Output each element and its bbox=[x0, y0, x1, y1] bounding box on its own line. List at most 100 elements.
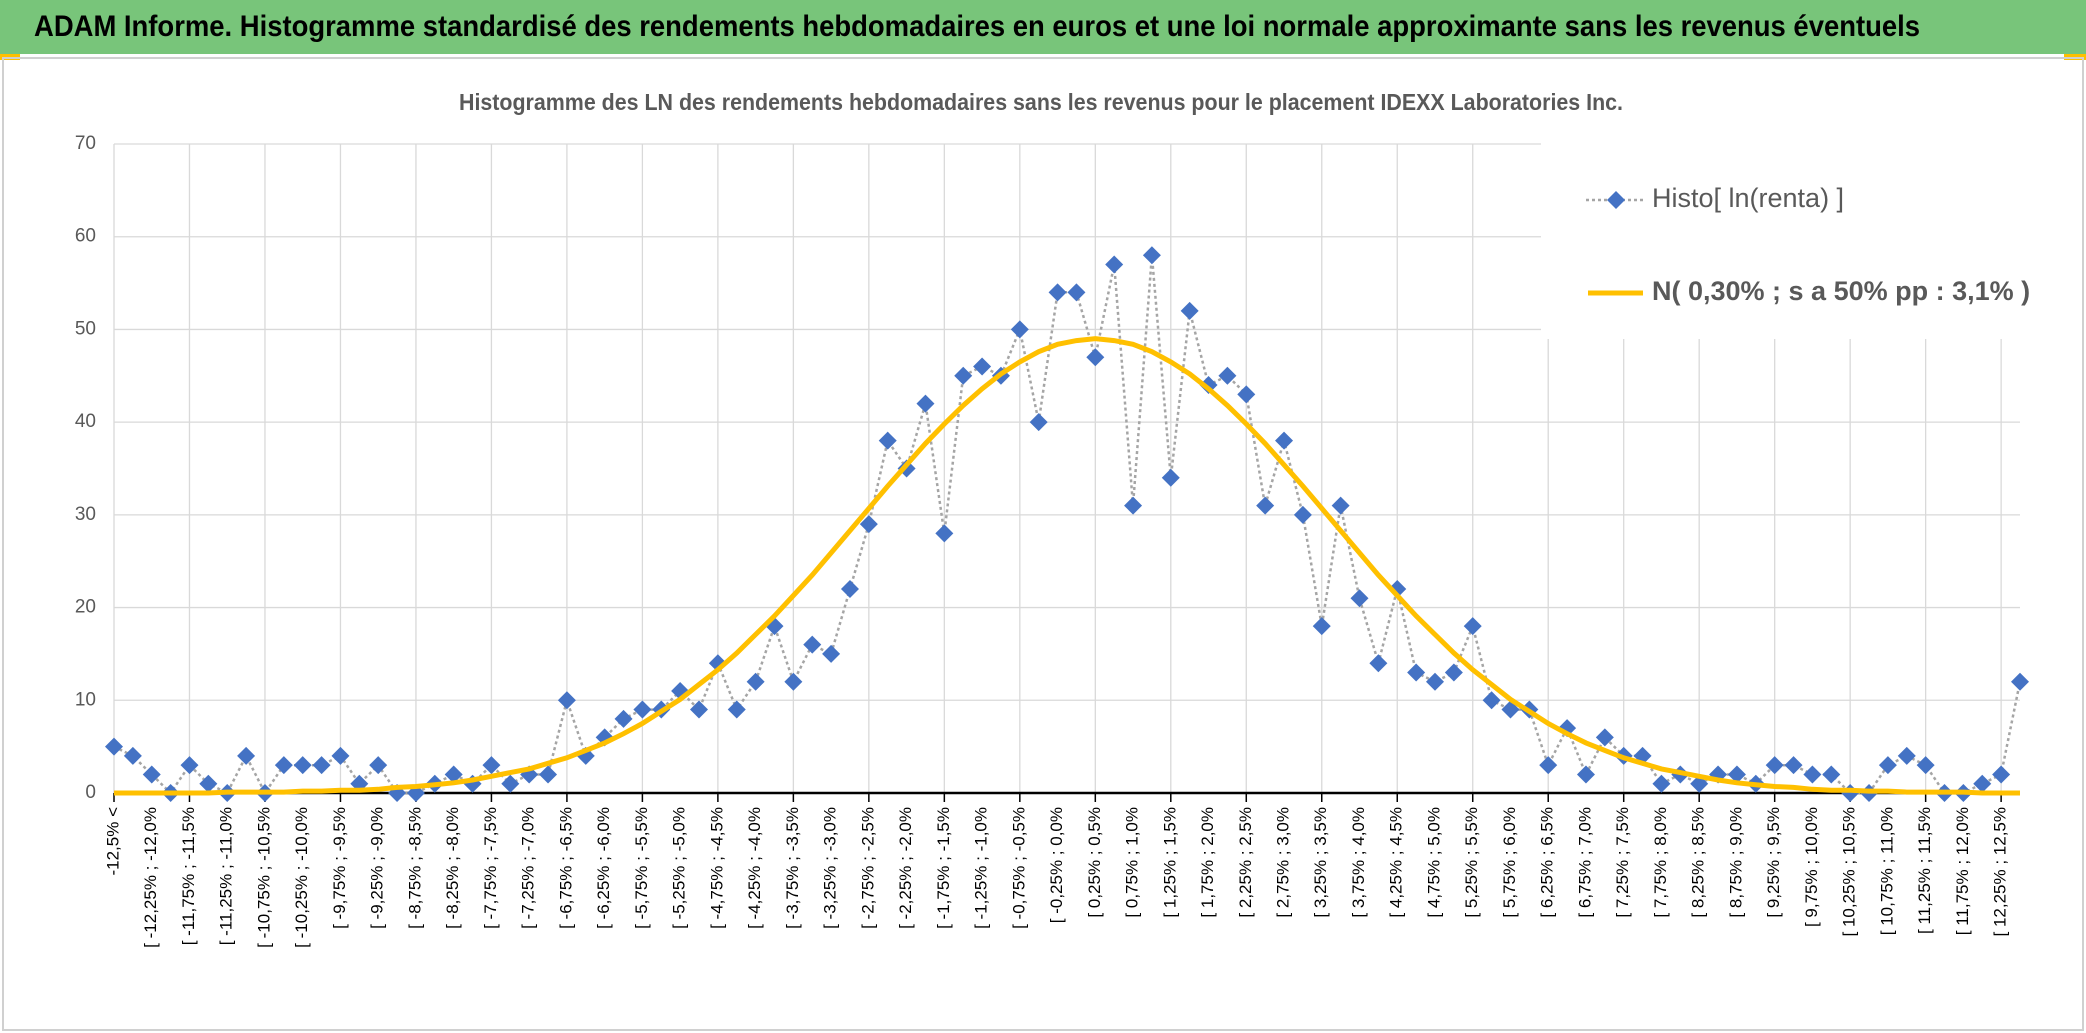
x-tick-label: [ 12,25% ; 12,5% bbox=[1991, 807, 2010, 936]
diamond-marker bbox=[369, 756, 388, 775]
x-tick-label: [ 10,25% ; 10,5% bbox=[1840, 807, 1859, 936]
x-tick-label: [ 7,25% ; 7,5% bbox=[1613, 807, 1632, 918]
x-tick-label: [ 11,25% ; 11,5% bbox=[1915, 807, 1934, 934]
diamond-marker bbox=[1161, 468, 1180, 487]
x-tick-label: [ 3,75% ; 4,0% bbox=[1349, 807, 1368, 918]
x-tick-label: [ -11,75% ; -11,5% bbox=[179, 807, 198, 945]
page-title: ADAM Informe. Histogramme standardisé de… bbox=[34, 10, 1920, 43]
x-tick-label: [ -10,75% ; -10,5% bbox=[254, 807, 273, 948]
diamond-marker bbox=[859, 515, 878, 534]
x-tick-label: [ -6,25% ; -6,0% bbox=[594, 807, 613, 929]
diamond-marker bbox=[633, 700, 652, 719]
y-tick-label: 0 bbox=[85, 782, 96, 803]
x-tick-label: [ 2,75% ; 3,0% bbox=[1274, 807, 1293, 918]
diamond-marker bbox=[1482, 691, 1501, 710]
x-tick-label: [ 6,75% ; 7,0% bbox=[1575, 807, 1594, 918]
diamond-marker bbox=[1124, 496, 1143, 515]
y-tick-label: 70 bbox=[75, 133, 96, 154]
diamond-marker bbox=[482, 756, 501, 775]
x-tick-label: -12,5% < bbox=[103, 807, 122, 876]
diamond-marker bbox=[1407, 663, 1426, 682]
diamond-marker bbox=[1293, 505, 1312, 524]
diamond-marker bbox=[1105, 255, 1124, 274]
diamond-marker bbox=[973, 357, 992, 376]
diamond-marker bbox=[1142, 246, 1161, 265]
diamond-marker bbox=[293, 756, 312, 775]
x-tick-label: [ 8,75% ; 9,0% bbox=[1726, 807, 1745, 918]
y-tick-label: 40 bbox=[75, 411, 96, 432]
diamond-marker bbox=[331, 746, 350, 765]
legend-box bbox=[1541, 140, 2020, 339]
diamond-marker bbox=[1878, 756, 1897, 775]
series-line bbox=[113, 255, 2022, 796]
diamond-marker bbox=[1652, 774, 1671, 793]
x-tick-label: [ -3,75% ; -3,5% bbox=[783, 807, 802, 929]
diamond-marker bbox=[501, 774, 520, 793]
diamond-marker bbox=[1086, 348, 1105, 367]
x-tick-label: [ 4,25% ; 4,5% bbox=[1387, 807, 1406, 918]
x-tick-label: [ -10,25% ; -10,0% bbox=[292, 807, 311, 948]
diamond-marker bbox=[1350, 589, 1369, 608]
x-tick-label: [ -4,25% ; -4,0% bbox=[745, 807, 764, 929]
diamond-marker bbox=[105, 737, 123, 756]
diamond-marker bbox=[1218, 366, 1237, 385]
diamond-marker bbox=[444, 765, 463, 784]
x-tick-label: [ -6,75% ; -6,5% bbox=[556, 807, 575, 929]
diamond-marker bbox=[746, 672, 765, 691]
x-tick-label: [ -2,75% ; -2,5% bbox=[858, 807, 877, 929]
x-tick-label: [ -1,25% ; -1,0% bbox=[972, 807, 991, 929]
diamond-marker bbox=[1369, 654, 1388, 673]
legend-marker bbox=[1607, 191, 1625, 209]
diamond-marker bbox=[1463, 617, 1482, 636]
diamond-marker bbox=[1048, 283, 1067, 302]
legend-label: N( 0,30% ; s a 50% pp : 3,1% ) bbox=[1652, 276, 2030, 306]
diamond-marker bbox=[180, 756, 199, 775]
diamond-marker bbox=[1765, 756, 1784, 775]
y-tick-label: 10 bbox=[75, 689, 96, 710]
x-tick-label: [ 1,75% ; 2,0% bbox=[1198, 807, 1217, 918]
diamond-marker bbox=[557, 691, 576, 710]
diamond-marker bbox=[1727, 765, 1746, 784]
diamond-marker bbox=[840, 580, 859, 599]
y-tick-label: 60 bbox=[75, 226, 96, 247]
header-bar bbox=[0, 0, 2086, 54]
x-tick-label: [ -9,75% ; -9,5% bbox=[330, 807, 349, 929]
diamond-marker bbox=[954, 366, 973, 385]
diamond-marker bbox=[123, 746, 142, 765]
diamond-marker bbox=[614, 709, 633, 728]
x-tick-label: [ 3,25% ; 3,5% bbox=[1311, 807, 1330, 918]
diamond-marker bbox=[1822, 765, 1841, 784]
diamond-marker bbox=[1444, 663, 1463, 682]
diamond-marker bbox=[1010, 320, 1029, 339]
x-tick-label: [ 9,25% ; 9,5% bbox=[1764, 807, 1783, 918]
diamond-marker bbox=[312, 756, 331, 775]
y-tick-label: 30 bbox=[75, 504, 96, 525]
x-tick-label: [ 4,75% ; 5,0% bbox=[1424, 807, 1443, 918]
diamond-marker bbox=[822, 644, 841, 663]
x-tick-label: [ -11,25% ; -11,0% bbox=[217, 807, 236, 945]
diamond-marker bbox=[142, 765, 161, 784]
x-tick-label: [ -7,75% ; -7,5% bbox=[481, 807, 500, 929]
diamond-marker bbox=[1897, 746, 1916, 765]
y-tick-label: 20 bbox=[75, 597, 96, 618]
diamond-marker bbox=[1425, 672, 1444, 691]
x-tick-label: [ -1,75% ; -1,5% bbox=[934, 807, 953, 929]
chart-title: Histogramme des LN des rendements hebdom… bbox=[459, 89, 1623, 115]
x-tick-label: [ -5,75% ; -5,5% bbox=[632, 807, 651, 929]
diamond-marker bbox=[1973, 774, 1992, 793]
x-tick-label: [ 10,75% ; 11,0% bbox=[1877, 807, 1896, 935]
x-tick-label: [ 0,25% ; 0,5% bbox=[1085, 807, 1104, 918]
diamond-marker bbox=[1803, 765, 1822, 784]
diamond-marker bbox=[1539, 756, 1558, 775]
diamond-marker bbox=[727, 700, 746, 719]
diamond-marker bbox=[1992, 765, 2011, 784]
x-tick-label: [ 1,25% ; 1,5% bbox=[1160, 807, 1179, 918]
x-tick-label: [ 5,75% ; 6,0% bbox=[1500, 807, 1519, 918]
diamond-marker bbox=[916, 394, 935, 413]
diamond-marker bbox=[274, 756, 293, 775]
diamond-marker bbox=[690, 700, 709, 719]
x-tick-label: [ -4,75% ; -4,5% bbox=[707, 807, 726, 929]
diamond-marker bbox=[1784, 756, 1803, 775]
